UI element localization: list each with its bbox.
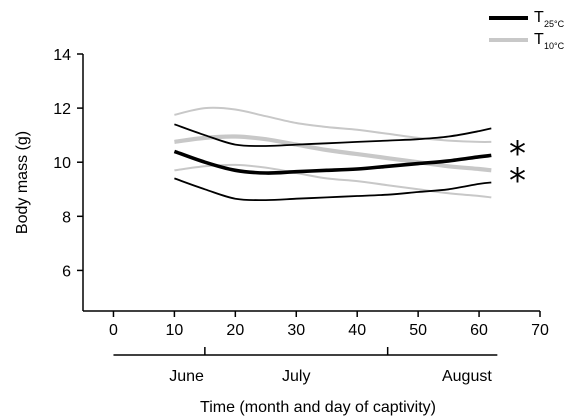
x-tick-label: 60 (470, 322, 488, 339)
y-tick-label: 8 (62, 209, 71, 226)
t10-mean-line (174, 134, 492, 173)
month-label: July (282, 368, 310, 385)
significance-star: * (509, 161, 526, 201)
x-tick-label: 20 (226, 322, 244, 339)
t10-lower-line (174, 163, 492, 199)
month-label: August (442, 368, 492, 385)
t10-upper-line (174, 106, 492, 143)
x-tick-label: 70 (531, 322, 549, 339)
x-tick-label: 50 (409, 322, 427, 339)
x-tick-label: 0 (109, 322, 118, 339)
y-axis-title: Body mass (g) (14, 131, 31, 234)
legend-label-main: T (534, 9, 544, 26)
t25-upper-line (174, 123, 492, 147)
x-axis-title: Time (month and day of captivity) (200, 399, 436, 416)
t25-mean-line (173, 149, 492, 175)
y-tick-label: 6 (62, 263, 71, 280)
x-tick-label: 40 (348, 322, 366, 339)
x-tick-label: 10 (166, 322, 184, 339)
y-tick-label: 14 (53, 47, 71, 64)
y-tick-label: 10 (53, 155, 71, 172)
legend-label-sub: 25°C (544, 19, 565, 29)
legend-label-main: T (534, 31, 544, 48)
significance-star: * (509, 134, 526, 174)
legend-label-sub: 10°C (544, 41, 565, 51)
t25-lower-line (174, 177, 492, 202)
x-tick-label: 30 (287, 322, 305, 339)
month-label: June (169, 368, 204, 385)
y-tick-label: 12 (53, 101, 71, 118)
